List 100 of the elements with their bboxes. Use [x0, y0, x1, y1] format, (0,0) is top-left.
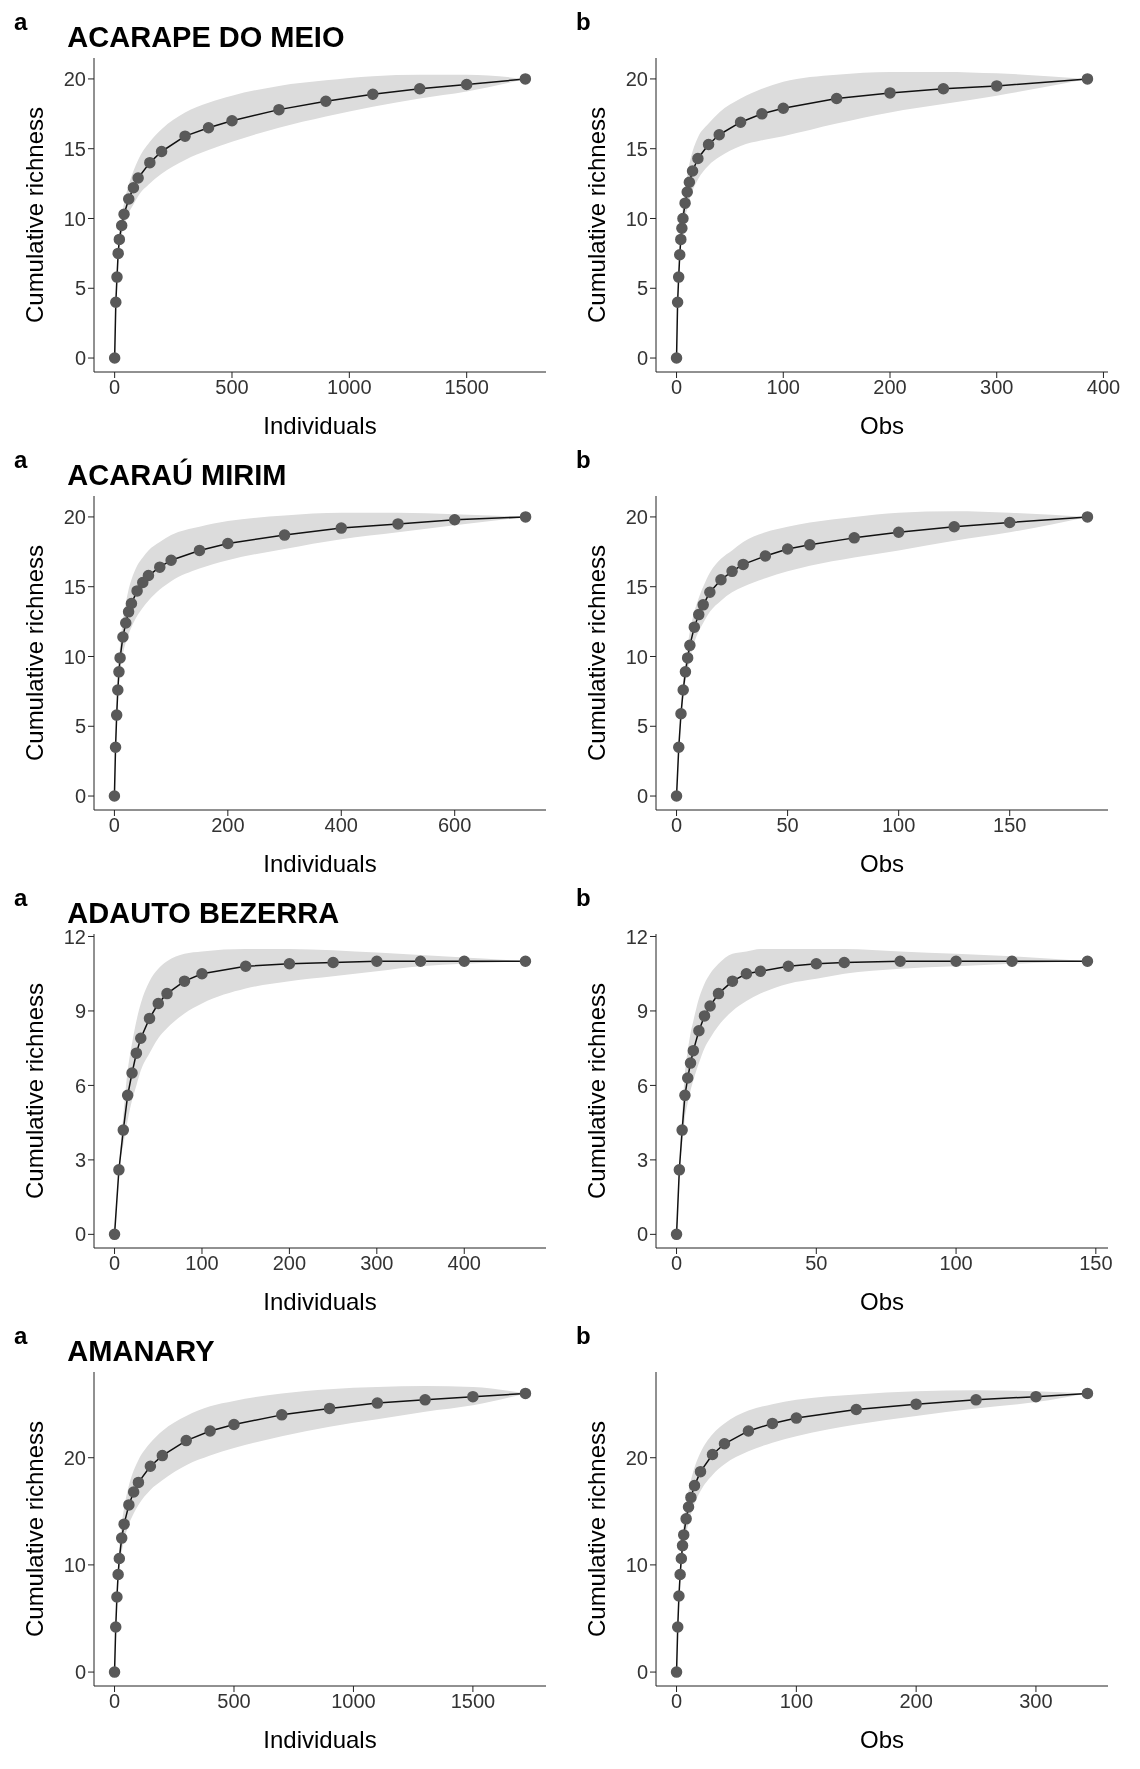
y-axis-title: Cumulative richness — [582, 1420, 610, 1638]
x-tick-label: 0 — [670, 1690, 683, 1713]
point — [685, 1491, 697, 1504]
point — [113, 233, 126, 246]
x-tick-label: 1000 — [331, 1690, 376, 1713]
y-axis-title: Cumulative richness — [582, 106, 610, 324]
y-tick-label: 9 — [74, 1000, 86, 1023]
x-tick-label: 50 — [776, 814, 799, 837]
point — [673, 741, 685, 753]
y-tick-label: 0 — [636, 1223, 648, 1246]
point — [204, 1425, 216, 1437]
point — [519, 1387, 532, 1400]
y-tick-label: 15 — [63, 137, 86, 160]
point — [677, 684, 689, 696]
point — [693, 1025, 705, 1037]
x-tick-label: 0 — [108, 1690, 121, 1713]
y-tick-label: 6 — [636, 1074, 648, 1097]
point — [671, 296, 684, 308]
point — [113, 1552, 126, 1565]
point — [114, 652, 126, 664]
point — [850, 1403, 862, 1416]
y-tick-label: 0 — [74, 785, 86, 808]
point — [782, 960, 795, 973]
point — [704, 586, 716, 599]
point — [222, 537, 234, 550]
point — [132, 172, 144, 184]
y-axis-title: Cumulative richness — [582, 544, 610, 762]
x-tick-label: 500 — [217, 1690, 251, 1713]
point — [970, 1394, 982, 1406]
y-tick-label: 10 — [63, 645, 86, 668]
point — [950, 955, 962, 968]
point — [683, 176, 696, 188]
y-axis-title: Cumulative richness — [20, 982, 48, 1200]
y-tick-label: 20 — [625, 68, 648, 91]
point — [202, 122, 215, 134]
x-tick-label: 50 — [805, 1252, 828, 1275]
point — [519, 511, 532, 523]
y-tick-label: 10 — [625, 1554, 648, 1576]
point — [327, 956, 339, 969]
x-tick-label: 0 — [670, 376, 683, 399]
x-tick-label: 0 — [108, 1252, 121, 1275]
text: b — [576, 884, 591, 912]
point — [519, 955, 532, 968]
chart-title: ACARAÚ MIRIM — [67, 459, 287, 492]
point — [681, 652, 694, 664]
y-tick-label: 15 — [625, 137, 648, 160]
point — [1081, 955, 1094, 968]
point — [688, 1479, 701, 1492]
point — [1081, 1387, 1094, 1400]
point — [117, 631, 129, 643]
point — [117, 1124, 130, 1136]
y-tick-label: 20 — [63, 506, 86, 529]
x-tick-label: 200 — [873, 376, 907, 399]
point — [371, 955, 383, 968]
point — [937, 82, 950, 95]
point — [670, 1666, 683, 1678]
point — [118, 208, 130, 221]
x-tick-label: 0 — [670, 814, 683, 837]
point — [892, 526, 905, 539]
point — [113, 666, 125, 678]
point — [756, 108, 768, 120]
y-tick-label: 5 — [74, 715, 86, 738]
x-axis-title: Obs — [859, 1288, 905, 1315]
x-tick-label: 500 — [215, 376, 249, 399]
point — [674, 1568, 686, 1581]
y-axis-title: Cumulative richness — [20, 106, 48, 324]
point — [894, 955, 906, 968]
y-tick-label: 20 — [625, 1446, 648, 1469]
point — [1003, 516, 1016, 529]
x-tick-label: 150 — [993, 814, 1027, 837]
point — [142, 569, 155, 582]
point — [108, 790, 121, 802]
point — [672, 271, 685, 283]
point — [113, 1164, 125, 1176]
point — [135, 1032, 147, 1044]
point — [726, 565, 738, 578]
point — [419, 1394, 431, 1406]
x-tick-label: 100 — [881, 814, 916, 837]
x-tick-label: 600 — [438, 814, 472, 837]
chart-title: AMANARY — [67, 1335, 215, 1368]
x-axis-title: Individuals — [263, 850, 377, 877]
y-tick-label: 0 — [74, 347, 86, 370]
point — [810, 958, 823, 970]
point — [712, 987, 725, 1000]
x-axis-title: Individuals — [263, 412, 377, 439]
point — [692, 152, 704, 165]
y-tick-label: 0 — [74, 1661, 86, 1684]
point — [838, 956, 851, 969]
point — [278, 529, 291, 541]
point — [283, 958, 296, 970]
point — [726, 975, 739, 987]
point — [676, 1124, 688, 1136]
point — [120, 617, 132, 629]
text: b — [576, 1322, 591, 1350]
y-tick-label: 3 — [636, 1148, 648, 1171]
y-tick-label: 20 — [63, 68, 86, 91]
y-tick-label: 0 — [636, 1661, 648, 1684]
x-tick-label: 200 — [272, 1252, 307, 1275]
point — [367, 88, 379, 101]
point — [180, 1434, 192, 1447]
